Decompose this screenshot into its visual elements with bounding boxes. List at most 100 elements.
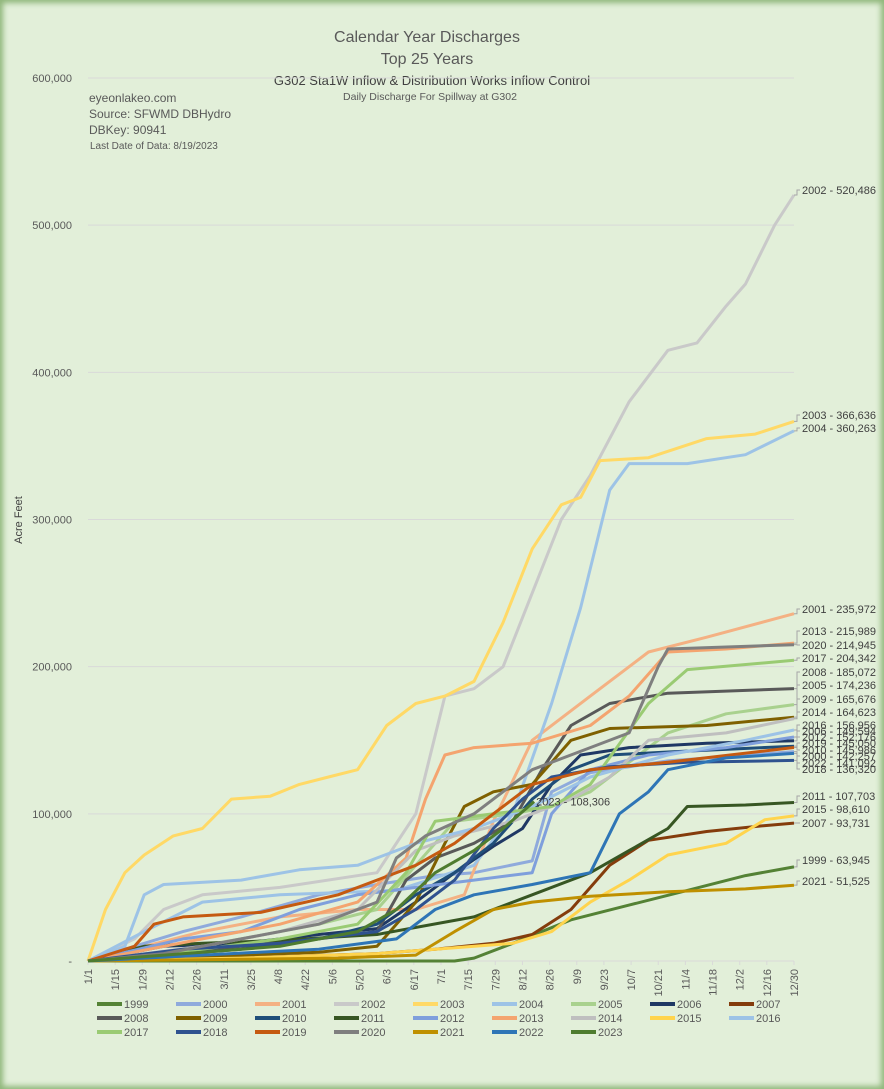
leader-line (794, 657, 800, 661)
legend-label-2019: 2019 (282, 1027, 306, 1039)
y-tick-label: 600,000 (32, 73, 72, 85)
leader-line (794, 795, 800, 803)
y-tick-label: 200,000 (32, 662, 72, 674)
legend-label-2005: 2005 (598, 999, 622, 1011)
chart-subtitle-2: G302 Sta1W Inflow & Distribution Works I… (274, 73, 590, 88)
series-line-2023 (87, 800, 536, 963)
series-line-2009 (87, 715, 795, 963)
y-tick-label: 300,000 (32, 515, 72, 527)
series-line-2016 (87, 728, 795, 963)
info-last-date: Last Date of Data: 8/19/2023 (90, 141, 218, 152)
leader-line (794, 742, 800, 749)
leader-line (794, 724, 800, 731)
y-axis-title: Acre Feet (13, 496, 25, 544)
x-tick-label: 2/26 (192, 969, 204, 990)
leader-line (794, 745, 800, 751)
legend-label-2004: 2004 (519, 999, 543, 1011)
legend-label-2003: 2003 (440, 999, 464, 1011)
x-tick-label: 1/1 (83, 969, 95, 984)
end-label-2003: 2003 - 366,636 (802, 410, 876, 422)
legend-label-2000: 2000 (203, 999, 227, 1011)
x-tick-label: 8/12 (517, 969, 529, 990)
leader-line (794, 808, 800, 817)
x-tick-label: 10/7 (626, 969, 638, 990)
x-tick-label: 4/22 (300, 969, 312, 990)
end-labels: 1999 - 63,945 2000 - 142,257 2001 - 235,97… (536, 185, 876, 888)
x-tick-label: 5/6 (327, 969, 339, 984)
legend-label-2009: 2009 (203, 1013, 227, 1025)
legend-label-2021: 2021 (440, 1027, 464, 1039)
end-label-2005: 2005 - 174,236 (802, 680, 876, 692)
series-line-2019 (87, 746, 795, 963)
end-label-2016: 2016 - 156,956 (802, 720, 876, 732)
x-tick-label: 3/11 (219, 969, 231, 990)
leader-line (794, 859, 800, 868)
legend-label-2022: 2022 (519, 1027, 543, 1039)
x-tick-label: 12/2 (735, 969, 747, 990)
end-label-2014: 2014 - 164,623 (802, 707, 876, 719)
series-line-2020 (87, 643, 795, 963)
end-label-2013: 2013 - 215,989 (802, 626, 876, 638)
x-tick-label: 1/15 (110, 969, 122, 990)
legend-label-2010: 2010 (282, 1013, 306, 1025)
leader-line (794, 759, 800, 770)
end-label-1999: 1999 - 63,945 (802, 855, 870, 867)
series-line-1999 (88, 865, 795, 963)
x-tick-label: 4/8 (273, 969, 285, 984)
series-line-2013 (87, 641, 795, 963)
x-tick-label: 6/17 (409, 969, 421, 990)
end-label-2018: 2018 - 136,320 (802, 764, 876, 776)
x-tick-label: 3/25 (246, 969, 258, 990)
series-line-2014 (87, 717, 795, 963)
y-tick-label: 400,000 (32, 367, 72, 379)
x-tick-label: 10/21 (653, 969, 665, 997)
end-label-2017: 2017 - 204,342 (802, 653, 876, 665)
legend-label-2013: 2013 (519, 1013, 543, 1025)
x-tick-label: 6/3 (382, 969, 394, 984)
x-tick-label: 11/18 (708, 969, 720, 996)
x-tick-label: 2/12 (164, 969, 176, 990)
legend-label-2012: 2012 (440, 1013, 464, 1025)
legend-label-1999: 1999 (124, 999, 148, 1011)
legend-label-2018: 2018 (203, 1027, 227, 1039)
chart-subtitle: Top 25 Years (381, 51, 474, 68)
end-label-2002: 2002 - 520,486 (802, 185, 876, 197)
legend-label-2020: 2020 (361, 1027, 385, 1039)
series-line-2008 (87, 687, 795, 963)
x-axis-ticks: 1/1 1/15 1/29 2/12 2/26 3/11 3/25 4/8 4/22 5/6 5/2… (83, 961, 801, 997)
legend-label-2002: 2002 (361, 999, 385, 1011)
series-line-2011 (87, 801, 795, 963)
series-line-2015 (87, 814, 795, 963)
end-label-2021: 2021 - 51,525 (802, 876, 870, 888)
info-source: Source: SFWMD DBHydro (89, 107, 231, 121)
leader-line (794, 730, 800, 742)
series-lines (86, 194, 796, 963)
end-label-2008: 2008 - 185,072 (802, 667, 876, 679)
series-line-2004 (87, 429, 795, 963)
end-label-2022: 2022 - 141,092 (802, 758, 876, 770)
end-label-2020: 2020 - 214,945 (802, 640, 876, 652)
leader-line (794, 189, 800, 196)
leader-line (794, 711, 800, 720)
info-dbkey: DBKey: 90941 (89, 123, 167, 137)
legend-label-2006: 2006 (677, 999, 701, 1011)
x-tick-label: 1/29 (137, 969, 149, 990)
end-label-2011: 2011 - 107,703 (802, 791, 875, 803)
legend-label-2011: 2011 (361, 1013, 385, 1025)
legend-label-2014: 2014 (598, 1013, 622, 1025)
x-tick-label: 9/9 (572, 969, 584, 984)
x-tick-label: 12/30 (789, 969, 801, 997)
leader-line (794, 684, 800, 706)
x-tick-label: 7/15 (463, 969, 475, 990)
end-label-2010: 2010 - 145,986 (802, 745, 876, 757)
leader-line (794, 880, 800, 886)
end-label-2009: 2009 - 165,676 (802, 694, 876, 706)
legend-label-2001: 2001 (282, 999, 306, 1011)
end-label-2012: 2012 - 152,176 (802, 732, 876, 744)
end-label-2000: 2000 - 142,257 (802, 751, 876, 763)
y-tick-label: 100,000 (32, 809, 72, 821)
series-line-2000 (87, 750, 795, 963)
legend-label-2016: 2016 (756, 1013, 780, 1025)
x-tick-label: 9/23 (599, 969, 611, 990)
